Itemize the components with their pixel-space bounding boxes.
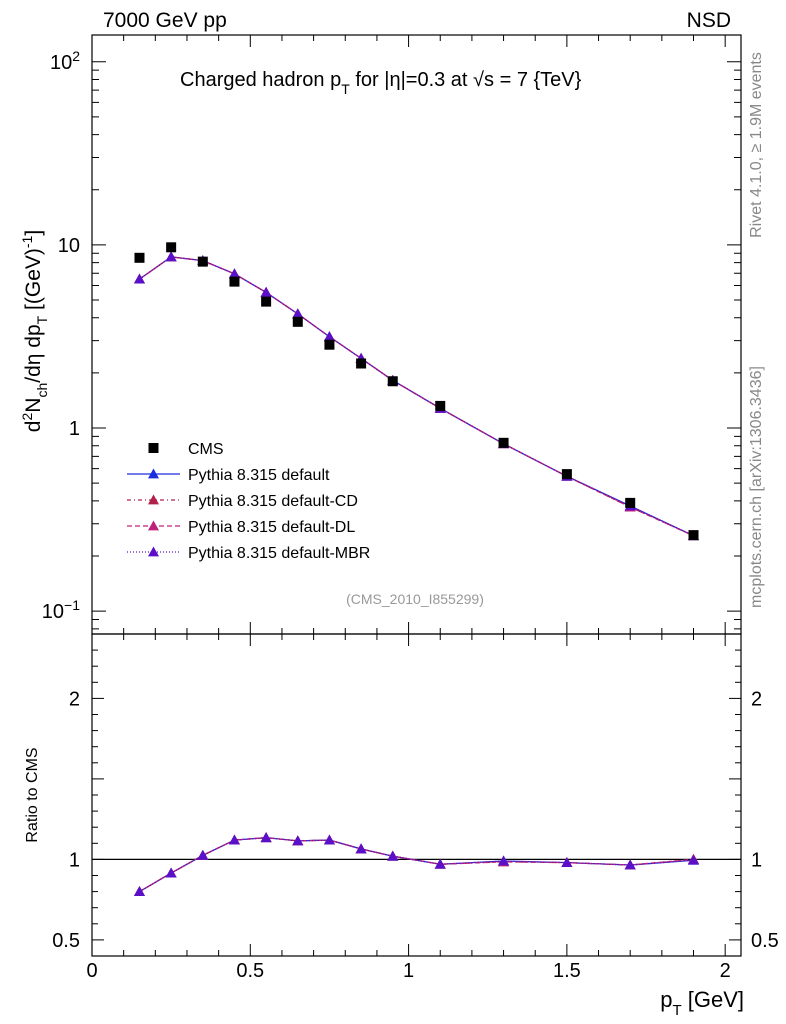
legend-label: Pythia 8.315 default-CD bbox=[188, 493, 358, 510]
y-tick-label: 102 bbox=[50, 48, 80, 74]
ratio-series-point bbox=[387, 850, 399, 861]
series-line bbox=[139, 256, 694, 537]
ratio-plot-frame bbox=[91, 633, 742, 957]
data-point bbox=[229, 276, 240, 287]
ratio-plot-marks bbox=[92, 832, 741, 896]
legend-marker bbox=[148, 546, 159, 557]
series-point bbox=[260, 286, 272, 297]
y-tick-label: 10 bbox=[58, 235, 80, 257]
legend-label: CMS bbox=[188, 441, 224, 458]
legend-label: Pythia 8.315 default-MBR bbox=[188, 545, 370, 562]
series-point bbox=[323, 331, 335, 342]
y-tick-label: 1 bbox=[69, 418, 80, 440]
ratio-y-tick-label: 0.5 bbox=[52, 930, 80, 952]
legend-marker bbox=[148, 520, 159, 531]
ratio-y-tick-label-right: 0.5 bbox=[751, 930, 779, 952]
ratio-series-line bbox=[139, 837, 694, 893]
ratio-y-tick-label-right: 1 bbox=[751, 849, 762, 871]
analysis-tag: (CMS_2010_I855299) bbox=[346, 591, 484, 607]
header-left: 7000 GeV pp bbox=[103, 9, 227, 32]
ratio-y-tick-label-right: 2 bbox=[751, 688, 762, 710]
x-tick-label: 0 bbox=[86, 960, 97, 982]
series-point bbox=[292, 308, 304, 319]
ratio-series-point bbox=[498, 855, 510, 866]
series-point bbox=[133, 273, 145, 284]
x-tick-label: 2 bbox=[720, 960, 731, 982]
x-axis-label: pT [GeV] bbox=[660, 987, 744, 1019]
data-point bbox=[387, 376, 398, 387]
series-point bbox=[165, 251, 177, 262]
chart-title: Charged hadron pT for |η|=0.3 at √s = 7 … bbox=[180, 69, 582, 97]
data-point bbox=[688, 530, 699, 541]
legend-marker bbox=[148, 468, 159, 479]
ratio-series-point bbox=[323, 834, 335, 845]
ratio-y-axis-label: Ratio to CMS bbox=[24, 747, 41, 842]
data-point bbox=[166, 242, 177, 253]
ratio-series-point bbox=[355, 843, 367, 854]
ratio-series-point bbox=[434, 858, 446, 869]
data-point bbox=[134, 252, 145, 263]
ratio-series-point bbox=[688, 854, 700, 865]
ratio-y-tick-label: 1 bbox=[69, 849, 80, 871]
legend-label: Pythia 8.315 default bbox=[188, 467, 330, 484]
ratio-series-point bbox=[260, 832, 272, 843]
ratio-y-tick-label: 2 bbox=[69, 688, 80, 710]
data-point bbox=[292, 316, 303, 327]
data-point bbox=[625, 497, 636, 508]
legend: CMS Pythia 8.315 default Pythia 8.315 defa… bbox=[127, 441, 370, 562]
ratio-series-point bbox=[197, 849, 209, 860]
data-point bbox=[261, 296, 272, 307]
data-point bbox=[197, 256, 208, 267]
data-point bbox=[435, 400, 446, 411]
ratio-series-point bbox=[228, 834, 240, 845]
rivet-version-label: Rivet 4.1.0, ≥ 1.9M events bbox=[748, 52, 765, 238]
header-right: NSD bbox=[687, 9, 731, 32]
legend-marker bbox=[148, 443, 159, 453]
ratio-series-point bbox=[624, 859, 636, 870]
ratio-series-point bbox=[292, 835, 304, 846]
ratio-series-point bbox=[133, 886, 145, 896]
ratio-series-point bbox=[165, 867, 177, 878]
y-tick-label: 10−1 bbox=[42, 597, 80, 623]
ratio-series-point bbox=[561, 857, 573, 868]
legend-label: Pythia 8.315 default-DL bbox=[188, 519, 355, 536]
y-axis-label: d2Nch/dη dpT [(GeV)-1] bbox=[19, 230, 50, 432]
x-tick-label: 1 bbox=[403, 960, 414, 982]
series-line bbox=[139, 256, 694, 537]
mcplots-label: mcplots.cern.ch [arXiv:1306.3436] bbox=[748, 366, 765, 608]
axis-ticks bbox=[91, 35, 741, 957]
data-point bbox=[356, 358, 367, 369]
data-point bbox=[498, 437, 509, 448]
data-point bbox=[324, 339, 335, 350]
x-tick-label: 0.5 bbox=[236, 960, 264, 982]
series-point bbox=[228, 268, 240, 279]
tick-labels: 0 0.5 1 1.5 2 102 10 1 10−1 0.5 0.5 1 1 2 2 bbox=[42, 48, 779, 982]
x-tick-label: 1.5 bbox=[553, 960, 581, 982]
main-plot-marks bbox=[133, 242, 700, 541]
legend-marker bbox=[148, 494, 159, 505]
data-point bbox=[561, 469, 572, 480]
